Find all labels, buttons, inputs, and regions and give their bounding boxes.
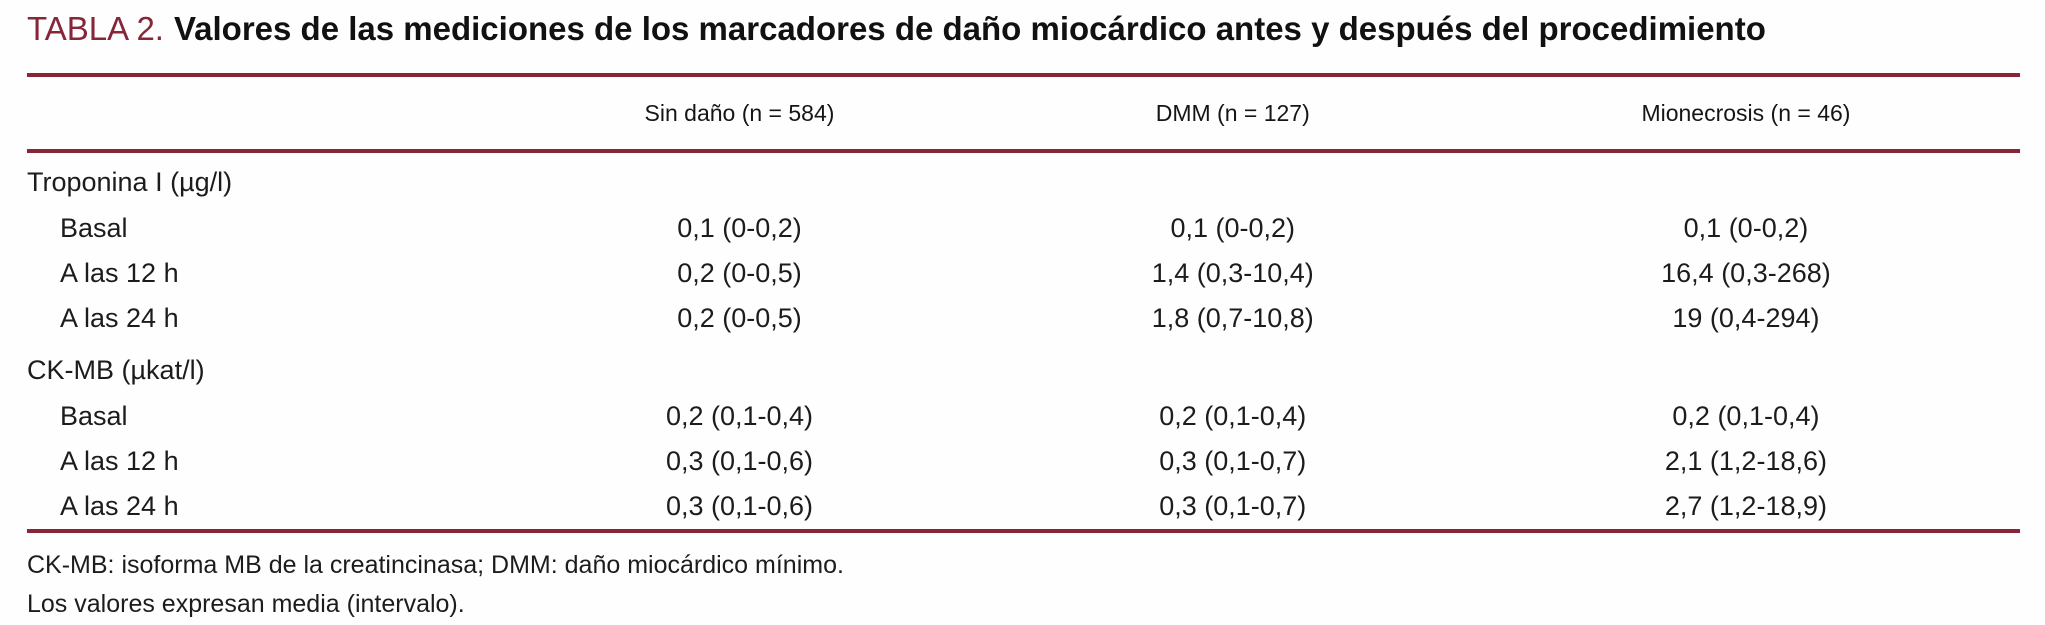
section-label-troponina: Troponina I (µg/l) (27, 167, 233, 197)
footnote-values-note: Los valores expresan media (intervalo). (27, 590, 465, 618)
table-caption: Valores de las mediciones de los marcado… (173, 10, 1766, 47)
row-label: Basal (60, 401, 128, 431)
divider-top-rule (27, 73, 2020, 77)
table-footnotes: CK-MB: isoforma MB de la creatincinasa; … (27, 546, 2020, 624)
table-row: Basal 0,1 (0-0,2) 0,1 (0-0,2) 0,1 (0-0,2… (27, 206, 2020, 251)
cell-value: 16,4 (0,3-268) (1661, 258, 1831, 288)
table-number-label: TABLA 2. (27, 10, 164, 47)
row-label: Basal (60, 213, 128, 243)
cell-value: 0,3 (0,1-0,6) (665, 491, 814, 521)
column-header-sin-dano: Sin daño (n = 584) (485, 77, 994, 153)
table-row: A las 24 h 0,3 (0,1-0,6) 0,3 (0,1-0,7) 2… (27, 484, 2020, 531)
section-row-ckmb: CK-MB (µkat/l) (27, 341, 2020, 394)
row-label: A las 24 h (60, 491, 179, 521)
cell-value: 0,2 (0-0,5) (677, 258, 802, 288)
column-header-mionecrosis: Mionecrosis (n = 46) (1471, 77, 2020, 153)
cell-value: 1,4 (0,3-10,4) (1151, 258, 1314, 288)
header-row: Sin daño (n = 584) DMM (n = 127) Mionecr… (27, 77, 2020, 153)
table-row: A las 12 h 0,2 (0-0,5) 1,4 (0,3-10,4) 16… (27, 251, 2020, 296)
row-label: A las 24 h (60, 303, 179, 333)
cell-value: 0,1 (0-0,2) (1683, 213, 1809, 243)
cell-value: 0,3 (0,1-0,7) (1159, 446, 1307, 476)
header-stub-cell (27, 77, 486, 153)
cell-value: 19 (0,4-294) (1672, 303, 1820, 333)
row-label: A las 12 h (60, 258, 179, 288)
cell-value: 0,1 (0-0,2) (677, 213, 802, 243)
cell-value: 0,2 (0-0,5) (677, 303, 802, 333)
cell-value: 2,1 (1,2-18,6) (1664, 446, 1827, 476)
column-header-dmm: DMM (n = 127) (993, 77, 1472, 153)
table-row: A las 12 h 0,3 (0,1-0,6) 0,3 (0,1-0,7) 2… (27, 439, 2020, 484)
row-label: A las 12 h (60, 446, 179, 476)
table-row: A las 24 h 0,2 (0-0,5) 1,8 (0,7-10,8) 19… (27, 296, 2020, 341)
cell-value: 0,3 (0,1-0,7) (1159, 491, 1307, 521)
cell-value: 0,2 (0,1-0,4) (1672, 401, 1820, 431)
table-title: TABLA 2. Valores de las mediciones de los… (27, 8, 2020, 50)
cell-value: 0,2 (0,1-0,4) (665, 401, 814, 431)
markers-data-table: Sin daño (n = 584) DMM (n = 127) Mionecr… (27, 77, 2020, 533)
section-row-troponina: Troponina I (µg/l) (27, 151, 2020, 206)
cell-value: 2,7 (1,2-18,9) (1664, 491, 1827, 521)
cell-value: 1,8 (0,7-10,8) (1151, 303, 1314, 333)
cell-value: 0,2 (0,1-0,4) (1159, 401, 1307, 431)
table-row: Basal 0,2 (0,1-0,4) 0,2 (0,1-0,4) 0,2 (0… (27, 394, 2020, 439)
cell-value: 0,1 (0-0,2) (1170, 213, 1296, 243)
section-label-ckmb: CK-MB (µkat/l) (27, 355, 205, 385)
footnote-abbreviations: CK-MB: isoforma MB de la creatincinasa; … (27, 551, 844, 579)
cell-value: 0,3 (0,1-0,6) (665, 446, 814, 476)
